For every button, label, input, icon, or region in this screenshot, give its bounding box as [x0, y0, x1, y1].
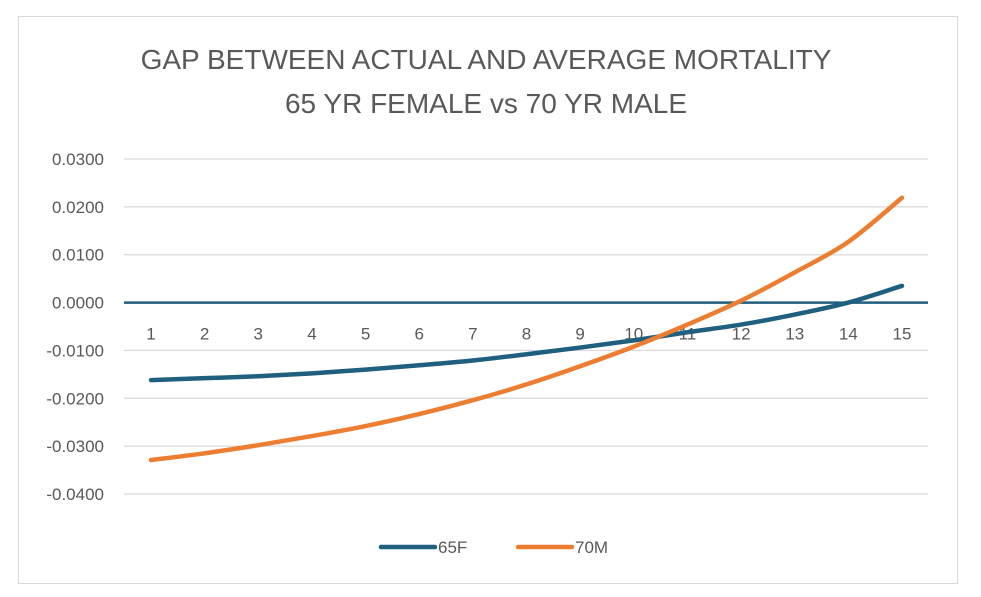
- x-tick-label: 8: [522, 325, 531, 344]
- x-tick-label: 13: [785, 325, 804, 344]
- y-tick-label: -0.0200: [46, 389, 104, 408]
- y-tick-label: -0.0100: [46, 341, 104, 360]
- x-tick-label: 4: [307, 325, 316, 344]
- x-tick-label: 3: [254, 325, 263, 344]
- line-chart: GAP BETWEEN ACTUAL AND AVERAGE MORTALITY…: [46, 44, 928, 557]
- y-tick-label: 0.0200: [52, 198, 104, 217]
- x-tick-label: 2: [200, 325, 209, 344]
- x-tick-label: 15: [893, 325, 912, 344]
- chart-title: GAP BETWEEN ACTUAL AND AVERAGE MORTALITY: [141, 44, 832, 75]
- chart-subtitle: 65 YR FEMALE vs 70 YR MALE: [285, 88, 687, 119]
- y-tick-label: 0.0000: [52, 294, 104, 313]
- x-tick-label: 1: [146, 325, 155, 344]
- y-tick-label: -0.0300: [46, 437, 104, 456]
- x-tick-label: 6: [414, 325, 423, 344]
- series-line-65F: [148, 283, 905, 383]
- x-tick-label: 5: [361, 325, 370, 344]
- chart-area: GAP BETWEEN ACTUAL AND AVERAGE MORTALITY…: [18, 16, 958, 584]
- x-tick-label: 14: [839, 325, 858, 344]
- legend-label-70M: 70M: [575, 538, 608, 557]
- x-tick-label: 7: [468, 325, 477, 344]
- y-tick-label: -0.0400: [46, 485, 104, 504]
- x-tick-label: 12: [732, 325, 751, 344]
- series-line-70M: [148, 195, 905, 463]
- y-tick-label: 0.0300: [52, 150, 104, 169]
- x-tick-label: 9: [575, 325, 584, 344]
- y-tick-label: 0.0100: [52, 246, 104, 265]
- legend-label-65F: 65F: [438, 538, 467, 557]
